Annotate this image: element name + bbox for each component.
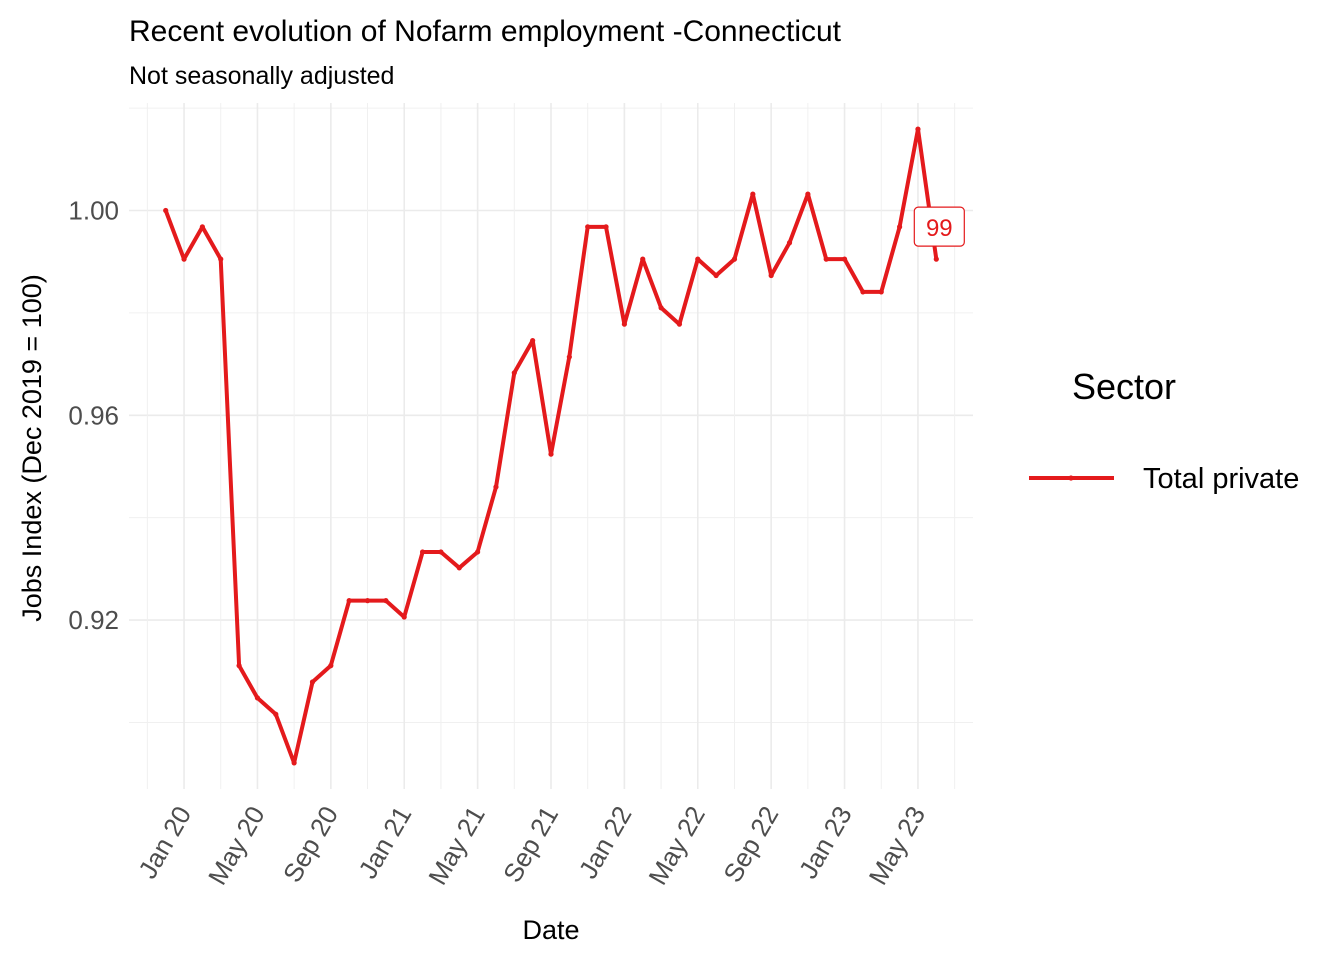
data-point — [676, 321, 683, 327]
annotation-layer: 99 — [913, 206, 965, 247]
x-tick-label: Sep 21 — [497, 801, 564, 887]
x-axis-ticks: Jan 20 May 20 Sep 20 Jan 21 May 21 Sep 21 Jan … — [132, 801, 931, 890]
y-axis-ticks: 0.92 0.96 1.00 — [68, 196, 119, 636]
x-tick-label: May 23 — [863, 801, 932, 890]
data-point — [658, 305, 664, 311]
data-point — [786, 240, 793, 246]
data-point — [878, 289, 884, 295]
data-point — [530, 337, 536, 344]
data-point — [640, 256, 646, 262]
y-tick-label: 0.92 — [68, 605, 119, 635]
data-point — [419, 549, 426, 555]
data-point — [401, 614, 407, 620]
data-point — [841, 256, 848, 262]
data-point — [621, 321, 627, 327]
x-tick-label: May 20 — [202, 801, 271, 890]
x-tick-label: Jan 23 — [793, 801, 858, 884]
plot-grid — [129, 103, 973, 789]
data-point — [475, 549, 481, 555]
y-tick-label: 0.96 — [68, 400, 119, 430]
data-point — [566, 354, 572, 360]
data-point — [805, 191, 811, 197]
data-point — [713, 272, 719, 279]
legend-key-point — [1068, 475, 1074, 481]
x-axis-label: Date — [522, 915, 579, 945]
data-point — [438, 549, 444, 555]
data-point — [860, 289, 866, 295]
x-tick-label: Jan 21 — [352, 801, 417, 884]
x-tick-label: May 21 — [422, 801, 491, 890]
data-point — [933, 256, 939, 262]
x-tick-label: May 22 — [642, 801, 711, 890]
data-point — [273, 711, 279, 717]
data-point — [456, 565, 462, 571]
annotation-box — [913, 206, 965, 247]
data-point — [915, 126, 921, 132]
legend: Sector Total private — [1029, 366, 1299, 495]
y-axis-label: Jobs Index (Dec 2019 = 100) — [17, 274, 47, 621]
data-point — [236, 663, 242, 669]
data-point — [291, 760, 297, 766]
annotation-label: 99 — [926, 215, 953, 242]
data-point — [493, 484, 499, 490]
chart-title: Recent evolution of Nofarm employment -C… — [129, 15, 842, 48]
data-point — [309, 679, 316, 685]
x-tick-label: Sep 20 — [277, 801, 344, 887]
series-layer — [163, 126, 939, 766]
data-point — [823, 256, 829, 262]
data-point — [511, 370, 517, 376]
data-point — [199, 224, 205, 230]
data-point — [548, 451, 554, 457]
chart-subtitle: Not seasonally adjusted — [129, 62, 394, 90]
data-point — [695, 256, 701, 262]
legend-item-label: Total private — [1143, 463, 1299, 495]
y-tick-label: 1.00 — [68, 196, 119, 226]
legend-title: Sector — [1072, 366, 1176, 407]
x-tick-label: Sep 22 — [717, 801, 784, 887]
data-point — [897, 224, 903, 230]
x-tick-label: Jan 20 — [132, 801, 197, 884]
data-point — [364, 598, 371, 604]
data-point — [181, 256, 187, 262]
data-point — [163, 207, 169, 214]
data-point — [328, 663, 334, 669]
data-point — [346, 598, 352, 604]
data-point — [603, 224, 609, 230]
data-point — [731, 256, 738, 262]
data-point — [768, 272, 774, 279]
x-tick-label: Jan 22 — [573, 801, 638, 884]
data-point — [383, 598, 389, 604]
data-point — [218, 256, 224, 262]
data-point — [254, 695, 261, 701]
data-point — [750, 191, 756, 197]
data-point — [585, 224, 591, 230]
